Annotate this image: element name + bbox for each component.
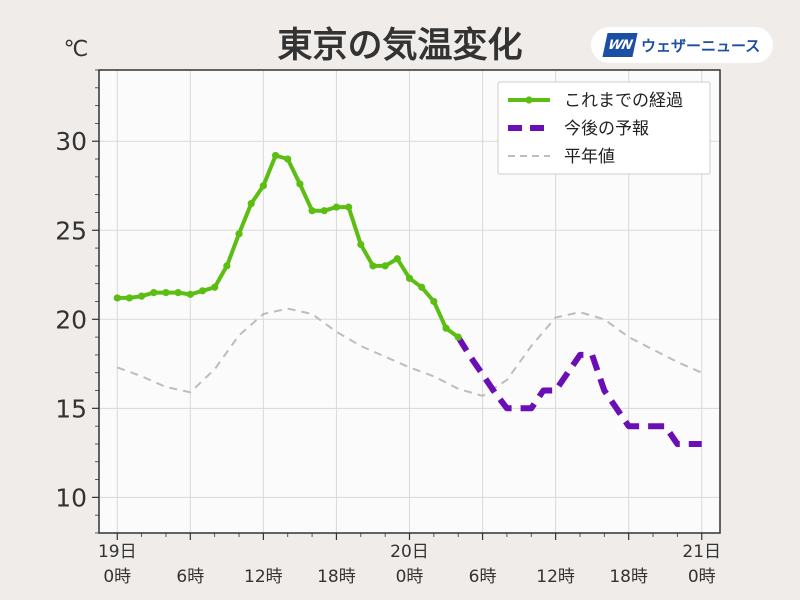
data-point <box>369 262 377 270</box>
x-tick-day-label: 21日 <box>682 542 721 562</box>
x-tick-time-label: 6時 <box>176 567 204 587</box>
data-point <box>430 297 438 306</box>
data-point <box>320 207 328 215</box>
legend-box <box>497 81 711 175</box>
data-point <box>150 288 158 297</box>
y-tick-label: 10 <box>55 483 87 512</box>
data-point <box>223 262 231 270</box>
x-tick-time-label: 0時 <box>688 567 716 587</box>
legend-label: これまでの経過 <box>564 91 683 111</box>
series-line-dashed-thick <box>455 335 702 447</box>
x-tick-time-label: 12時 <box>244 567 283 587</box>
data-point <box>381 262 389 270</box>
x-tick-time-label: 0時 <box>396 567 424 587</box>
legend-label: 平年値 <box>564 147 615 167</box>
data-point <box>162 288 170 297</box>
data-point <box>125 294 134 302</box>
y-tick-label: 20 <box>55 305 87 334</box>
grid-lines <box>99 70 720 533</box>
data-point <box>418 283 426 291</box>
data-point <box>308 207 316 215</box>
data-point <box>357 240 365 249</box>
x-tick-time-label: 0時 <box>103 567 131 587</box>
y-tick-label: 30 <box>55 127 87 156</box>
y-tick-label: 15 <box>55 394 87 423</box>
weathernews-logo-text: ウェザーニュース <box>641 36 761 55</box>
weathernews-logo: WN ウェザーニュース <box>591 27 773 63</box>
data-point <box>198 287 207 295</box>
data-point <box>332 203 341 211</box>
y-tick-label: 25 <box>55 216 87 245</box>
x-tick-time-label: 18時 <box>317 567 356 587</box>
axes: 10 15 20 25 30 19日 0時 6時 12時 18時 20日 0時 6時 12時 18時 21日 0… <box>55 69 721 587</box>
data-point <box>186 290 194 298</box>
x-tick-day-label: 19日 <box>98 542 137 562</box>
data-point <box>393 255 401 263</box>
weathernews-mark-icon: WN <box>602 33 638 57</box>
x-tick-time-label: 12時 <box>536 567 575 587</box>
data-point <box>345 203 353 211</box>
data-point <box>138 292 146 300</box>
data-point <box>284 155 292 163</box>
data-point <box>211 283 219 291</box>
data-point <box>113 294 121 302</box>
legend-swatch-marker <box>525 96 533 104</box>
data-point <box>454 333 462 341</box>
data-point <box>442 324 450 332</box>
y-unit-label: ℃ <box>64 37 89 62</box>
data-point <box>296 180 304 188</box>
data-point <box>405 274 414 282</box>
x-tick-time-label: 6時 <box>469 567 497 587</box>
data-point <box>259 182 267 190</box>
x-tick-time-label: 18時 <box>609 567 648 587</box>
legend-label: 今後の予報 <box>564 119 649 139</box>
data-point <box>174 288 182 297</box>
data-point <box>247 199 255 208</box>
data-point <box>271 151 280 160</box>
data-point <box>235 230 243 238</box>
x-tick-day-label: 20日 <box>390 542 429 562</box>
chart-title: 東京の気温変化 <box>277 25 522 66</box>
series-layer <box>113 151 703 447</box>
